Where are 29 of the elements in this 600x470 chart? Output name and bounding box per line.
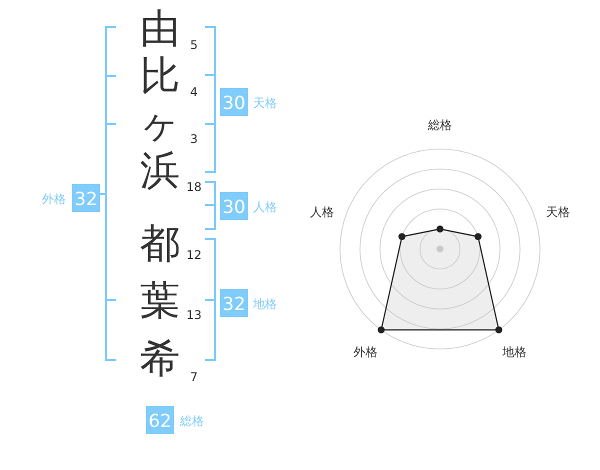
data-label: 7 <box>190 370 198 384</box>
category-label: 浜 <box>140 148 180 194</box>
spoke-label: 総格 <box>427 118 452 132</box>
text: 32 <box>74 189 98 210</box>
text: 62 <box>148 411 172 432</box>
text: 30 <box>222 197 246 218</box>
spoke-label: 外格 <box>353 345 378 360</box>
text: 地格 <box>252 297 277 311</box>
category-label: 希 <box>140 336 180 382</box>
data-label: 4 <box>190 85 198 99</box>
category-label: 都 <box>140 221 180 267</box>
data-label: 13 <box>186 308 202 322</box>
text: 外格 <box>42 192 66 206</box>
spoke-label: 天格 <box>546 204 570 219</box>
category-label: 由 <box>140 6 180 52</box>
text: 30 <box>222 93 246 114</box>
category-label: 葉 <box>140 278 180 324</box>
data-label: 3 <box>190 132 198 146</box>
spoke-label: 地格 <box>502 345 527 360</box>
data-label: 18 <box>186 180 202 194</box>
category-label: 比 <box>140 53 180 99</box>
spoke-label: 人格 <box>310 204 334 219</box>
text: 人格 <box>253 200 277 214</box>
data-label: 5 <box>190 38 198 52</box>
data-label: 12 <box>186 248 202 262</box>
text: 総格 <box>179 414 204 428</box>
text: 32 <box>222 294 246 315</box>
category-label: ヶ <box>140 101 180 147</box>
text: 天格 <box>253 96 277 110</box>
